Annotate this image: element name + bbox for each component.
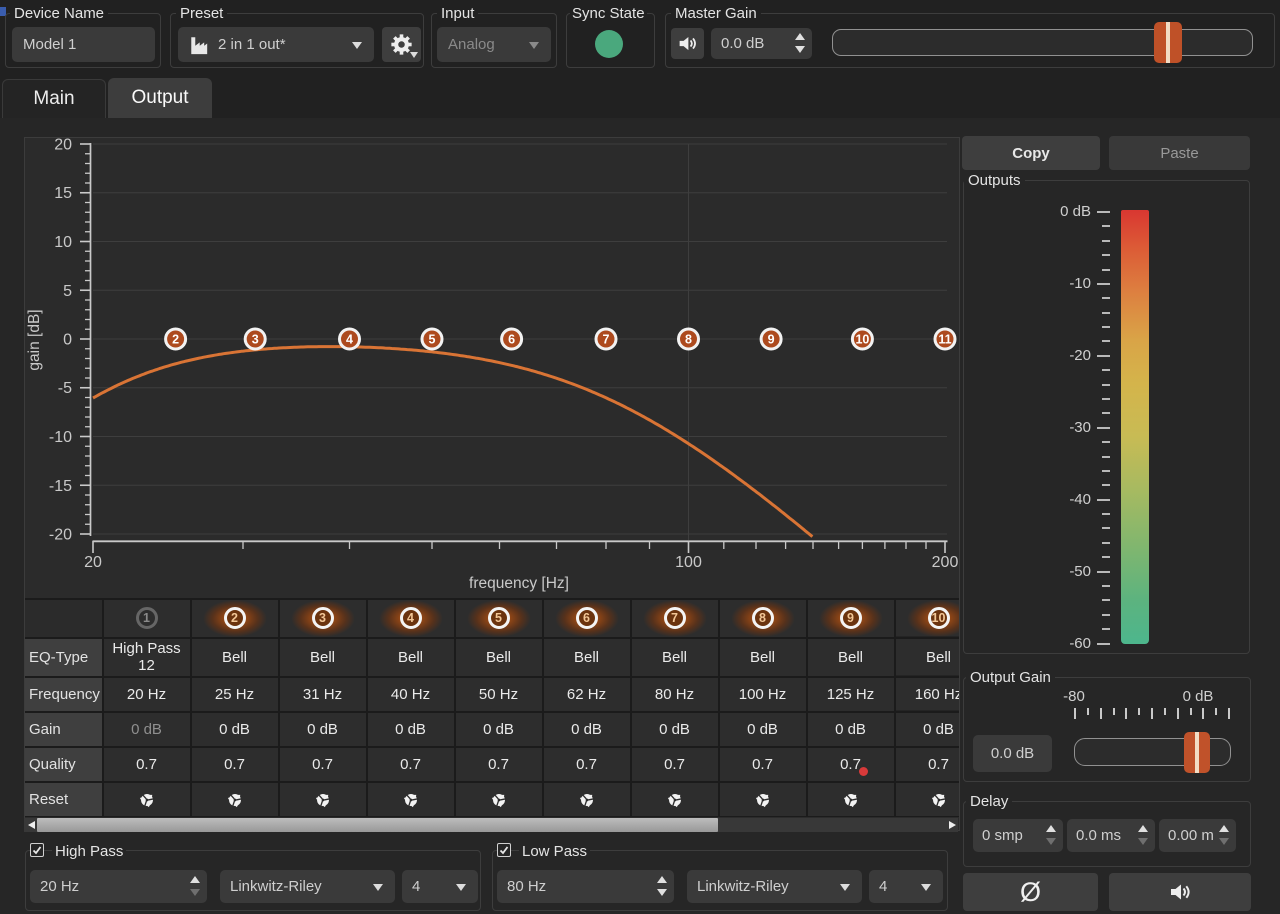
svg-text:8: 8 [685, 333, 692, 347]
svg-text:100: 100 [675, 554, 702, 571]
svg-text:gain [dB]: gain [dB] [26, 309, 43, 370]
svg-text:frequency [Hz]: frequency [Hz] [469, 575, 569, 592]
svg-text:-10: -10 [49, 429, 72, 446]
svg-text:5: 5 [63, 283, 72, 300]
svg-text:5: 5 [429, 333, 436, 347]
svg-text:4: 4 [346, 333, 353, 347]
svg-text:10: 10 [855, 333, 869, 347]
svg-text:11: 11 [938, 333, 951, 347]
svg-text:0: 0 [63, 332, 72, 349]
svg-text:20: 20 [84, 554, 102, 571]
svg-text:6: 6 [508, 333, 515, 347]
svg-text:2: 2 [172, 333, 179, 347]
svg-text:15: 15 [54, 185, 72, 202]
svg-text:200: 200 [932, 554, 959, 571]
svg-text:20: 20 [54, 137, 72, 154]
svg-text:-20: -20 [49, 527, 72, 544]
svg-text:-5: -5 [58, 380, 72, 397]
svg-text:3: 3 [252, 333, 259, 347]
svg-text:10: 10 [54, 234, 72, 251]
svg-text:7: 7 [603, 333, 610, 347]
svg-text:-15: -15 [49, 478, 72, 495]
svg-text:9: 9 [768, 333, 775, 347]
